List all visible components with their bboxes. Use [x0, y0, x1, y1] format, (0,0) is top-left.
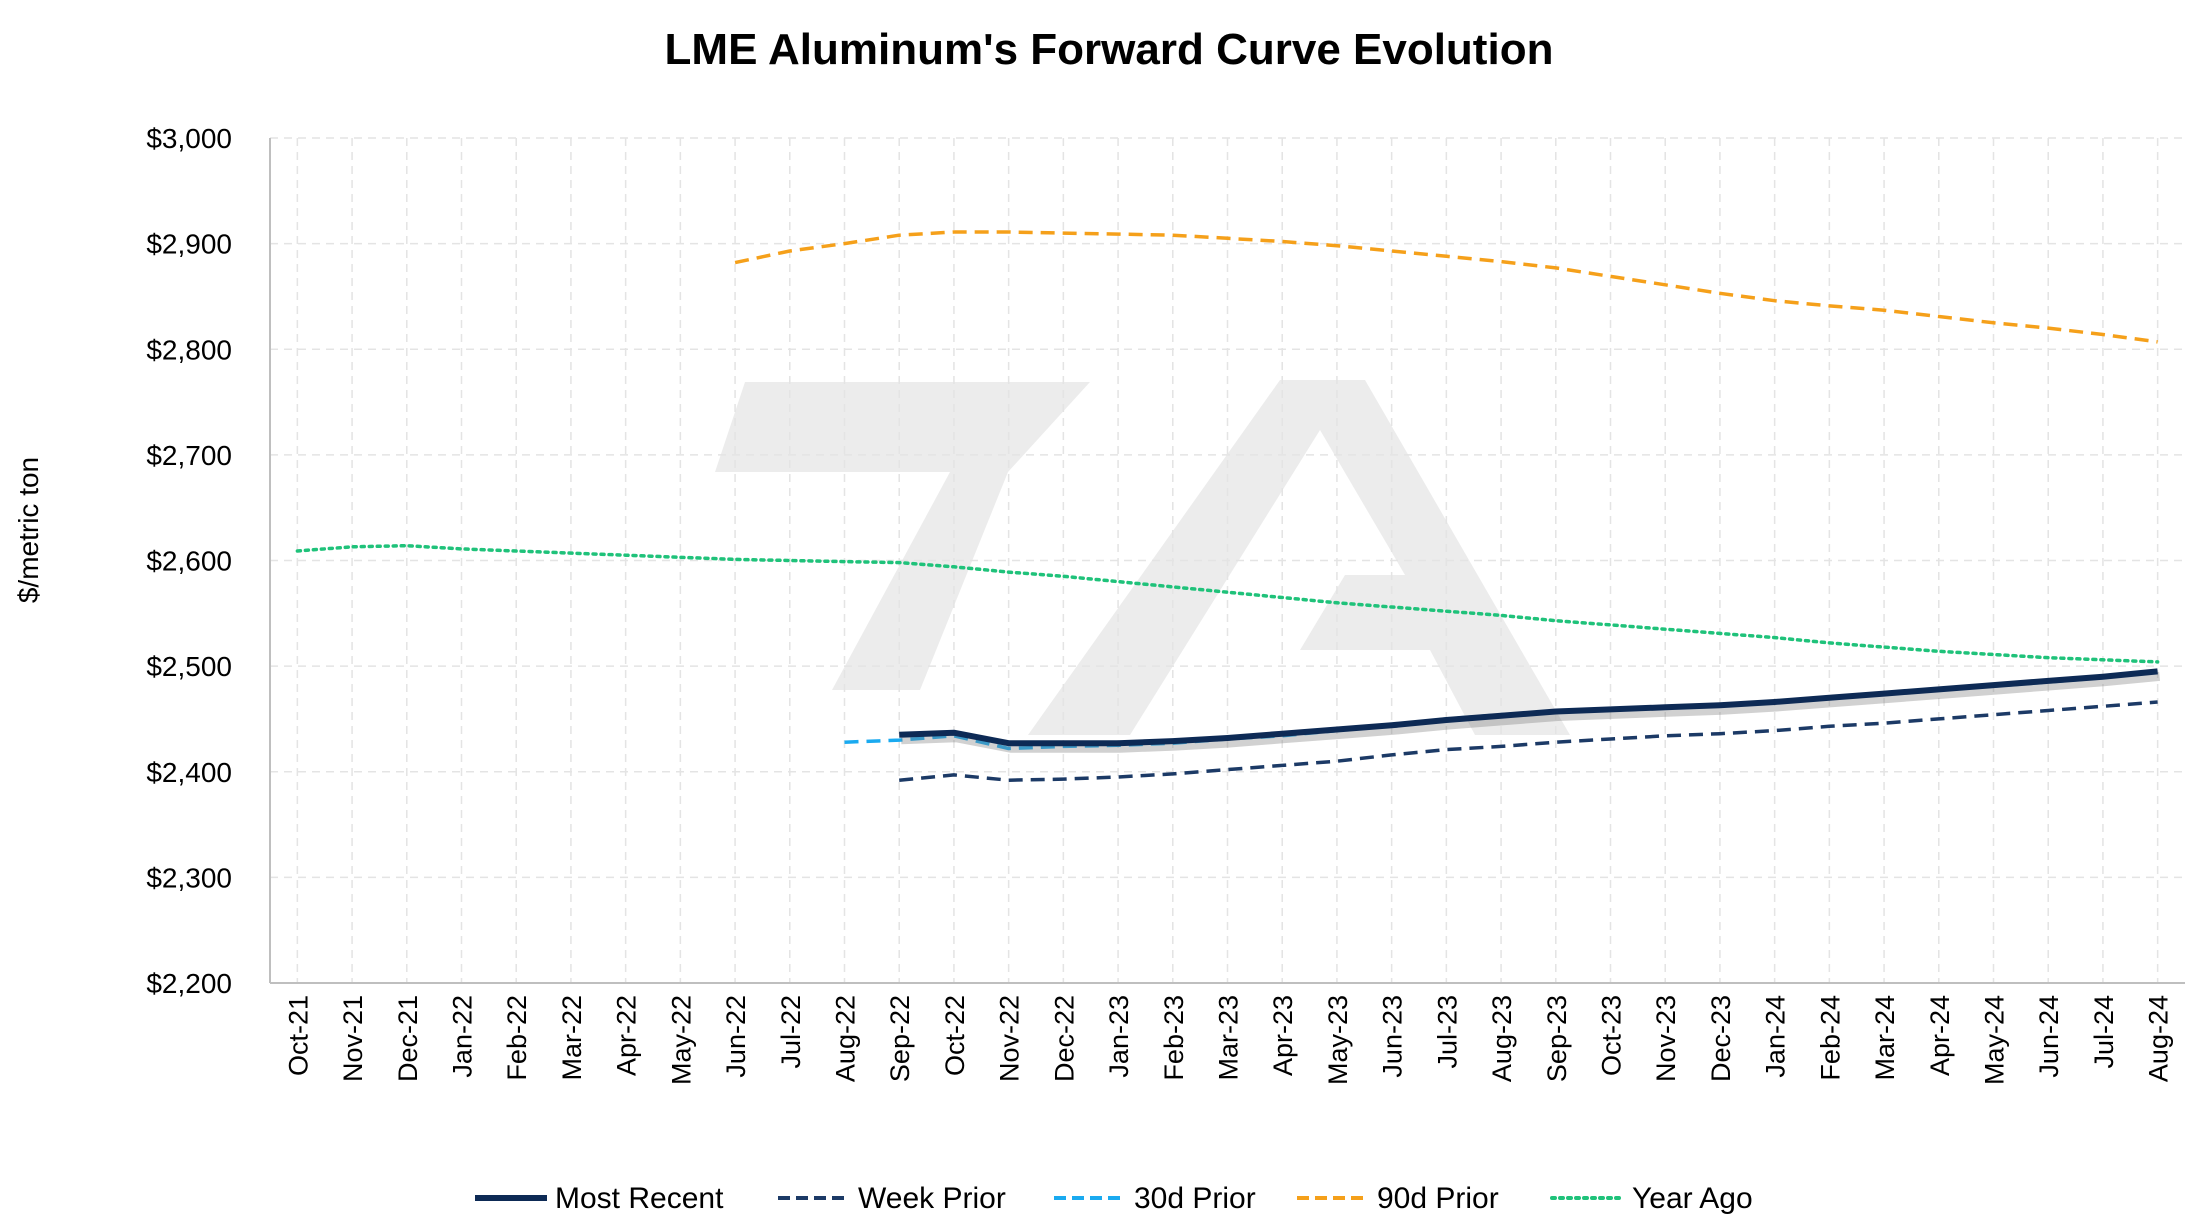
series-line-most-recent: [899, 668, 2158, 747]
x-tick-label: Jul-23: [1432, 995, 1462, 1069]
x-tick-label: Oct-23: [1597, 995, 1627, 1076]
x-tick-label: Apr-23: [1268, 995, 1298, 1076]
y-axis-label: $/metric ton: [13, 457, 44, 603]
x-tick-label: Nov-21: [338, 995, 368, 1082]
y-tick-label: $2,700: [146, 440, 232, 471]
x-tick-label: Apr-24: [1925, 995, 1955, 1076]
series-line-year-ago: [295, 543, 2160, 664]
x-tick-label: Sep-23: [1542, 995, 1572, 1082]
x-tick-label: Dec-21: [393, 995, 423, 1082]
x-tick-label: Oct-22: [940, 995, 970, 1076]
x-tick-label: Feb-23: [1159, 995, 1189, 1081]
x-tick-label: Aug-22: [831, 995, 861, 1082]
x-tick-label: Sep-22: [885, 995, 915, 1082]
x-tick-label: Dec-22: [1049, 995, 1079, 1082]
x-tick-label: Jun-22: [721, 995, 751, 1078]
legend-label-year-ago: Year Ago: [1632, 1182, 1753, 1215]
series-line-week-prior: [899, 700, 2158, 782]
series-shadow: [901, 671, 2161, 753]
x-tick-label: Nov-22: [995, 995, 1025, 1082]
x-tick-label: Jul-22: [776, 995, 806, 1069]
x-tick-label: Aug-23: [1487, 995, 1517, 1082]
y-tick-label: $2,200: [146, 968, 232, 999]
y-tick-label: $3,000: [146, 123, 232, 154]
x-tick-label: Oct-21: [283, 995, 313, 1076]
x-tick-label: Mar-23: [1214, 995, 1244, 1081]
x-tick-label: Mar-22: [557, 995, 587, 1081]
series-lines: [295, 230, 2161, 782]
x-tick-label: Dec-23: [1706, 995, 1736, 1082]
x-tick-labels: Oct-21 Nov-21 Dec-21 Jan-22 Feb-22 Mar-22 Apr-…: [283, 995, 2173, 1085]
legend-label-week-prior: Week Prior: [858, 1182, 1006, 1215]
chart-title: LME Aluminum's Forward Curve Evolution: [665, 25, 1554, 74]
legend-label-most-recent: Most Recent: [555, 1182, 724, 1215]
x-tick-label: Jul-24: [2089, 995, 2119, 1069]
y-tick-label: $2,400: [146, 757, 232, 788]
x-tick-label: Nov-23: [1651, 995, 1681, 1082]
grid-lines: [270, 137, 2185, 983]
series-line-90d-prior: [734, 230, 2158, 344]
x-tick-label: Jun-24: [2034, 995, 2064, 1078]
y-tick-labels: $2,200 $2,300 $2,400 $2,500 $2,600 $2,700 $2,8…: [146, 123, 232, 999]
y-tick-label: $2,600: [146, 546, 232, 577]
x-tick-label: Aug-24: [2144, 995, 2174, 1082]
y-tick-label: $2,300: [146, 862, 232, 893]
x-tick-label: Feb-24: [1815, 995, 1845, 1081]
x-tick-label: Jun-23: [1378, 995, 1408, 1078]
x-tick-label: Apr-22: [612, 995, 642, 1076]
watermark-logo: [715, 380, 1570, 735]
x-tick-label: Mar-24: [1870, 995, 1900, 1081]
legend: Most Recent Week Prior 30d Prior 90d Prior Y…: [475, 1182, 1753, 1215]
axes: [269, 138, 2185, 984]
x-tick-label: Jan-24: [1761, 995, 1791, 1078]
y-tick-label: $2,800: [146, 334, 232, 365]
series-line-30d-prior: [844, 669, 2158, 751]
legend-label-90d-prior: 90d Prior: [1377, 1182, 1499, 1215]
x-tick-label: Jan-23: [1104, 995, 1134, 1078]
x-tick-label: Feb-22: [502, 995, 532, 1081]
x-tick-label: May-23: [1323, 995, 1353, 1085]
x-tick-label: May-24: [1980, 995, 2010, 1085]
legend-label-30d-prior: 30d Prior: [1134, 1182, 1256, 1215]
y-tick-label: $2,900: [146, 229, 232, 260]
x-tick-label: Jan-22: [448, 995, 478, 1078]
x-tick-label: May-22: [666, 995, 696, 1085]
y-tick-label: $2,500: [146, 651, 232, 682]
